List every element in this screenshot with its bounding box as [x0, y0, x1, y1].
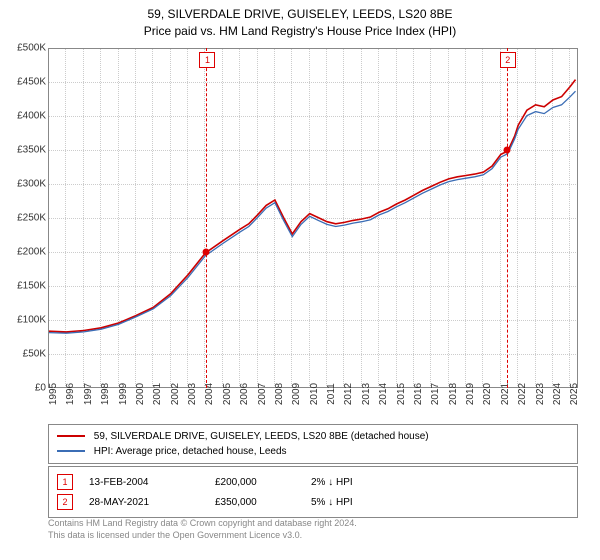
chart-title: 59, SILVERDALE DRIVE, GUISELEY, LEEDS, L… — [0, 0, 600, 40]
x-tick-label: 2010 — [309, 383, 320, 405]
series-property — [49, 80, 576, 332]
footer-line-1: Contains HM Land Registry data © Crown c… — [48, 518, 578, 530]
chart-container: 59, SILVERDALE DRIVE, GUISELEY, LEEDS, L… — [0, 0, 600, 560]
x-tick-label: 1998 — [100, 383, 111, 405]
x-tick-label: 2017 — [430, 383, 441, 405]
x-tick-label: 2006 — [239, 383, 250, 405]
series-hpi — [49, 91, 576, 333]
x-tick-label: 1996 — [65, 383, 76, 405]
event-flag: 1 — [199, 52, 215, 68]
event-pct-2: 5% ↓ HPI — [311, 497, 431, 508]
x-tick-label: 2000 — [135, 383, 146, 405]
event-row-1: 1 13-FEB-2004 £200,000 2% ↓ HPI — [57, 472, 569, 492]
event-row-2: 2 28-MAY-2021 £350,000 5% ↓ HPI — [57, 492, 569, 512]
y-tick-label: £100K — [0, 315, 46, 326]
x-tick-label: 2011 — [326, 383, 337, 405]
x-tick-label: 2022 — [517, 383, 528, 405]
x-tick-label: 2014 — [378, 383, 389, 405]
footer-attribution: Contains HM Land Registry data © Crown c… — [48, 518, 578, 541]
y-tick-label: £500K — [0, 43, 46, 54]
event-date-1: 13-FEB-2004 — [89, 477, 199, 488]
event-pct-1: 2% ↓ HPI — [311, 477, 431, 488]
title-line-2: Price paid vs. HM Land Registry's House … — [0, 23, 600, 40]
x-tick-label: 2025 — [569, 383, 580, 405]
event-price-1: £200,000 — [215, 477, 295, 488]
y-tick-label: £0 — [0, 383, 46, 394]
x-tick-label: 1999 — [118, 383, 129, 405]
x-tick-label: 2016 — [413, 383, 424, 405]
event-date-2: 28-MAY-2021 — [89, 497, 199, 508]
x-tick-label: 2003 — [187, 383, 198, 405]
y-tick-label: £50K — [0, 349, 46, 360]
x-tick-label: 2009 — [291, 383, 302, 405]
events-table: 1 13-FEB-2004 £200,000 2% ↓ HPI 2 28-MAY… — [48, 466, 578, 518]
title-line-1: 59, SILVERDALE DRIVE, GUISELEY, LEEDS, L… — [0, 6, 600, 23]
legend-item-property: 59, SILVERDALE DRIVE, GUISELEY, LEEDS, L… — [57, 429, 569, 444]
legend-item-hpi: HPI: Average price, detached house, Leed… — [57, 444, 569, 459]
y-tick-label: £450K — [0, 77, 46, 88]
y-tick-label: £400K — [0, 111, 46, 122]
x-tick-label: 2005 — [222, 383, 233, 405]
x-tick-label: 2008 — [274, 383, 285, 405]
event-price-2: £350,000 — [215, 497, 295, 508]
footer-line-2: This data is licensed under the Open Gov… — [48, 530, 578, 542]
y-tick-label: £200K — [0, 247, 46, 258]
legend-label-hpi: HPI: Average price, detached house, Leed… — [94, 446, 287, 457]
x-tick-label: 2019 — [465, 383, 476, 405]
legend-swatch-property — [57, 435, 85, 437]
line-series-layer — [49, 49, 579, 389]
x-tick-label: 2024 — [552, 383, 563, 405]
legend: 59, SILVERDALE DRIVE, GUISELEY, LEEDS, L… — [48, 424, 578, 464]
plot-area — [48, 48, 578, 388]
y-tick-label: £300K — [0, 179, 46, 190]
event-flag: 2 — [500, 52, 516, 68]
x-tick-label: 1995 — [48, 383, 59, 405]
x-tick-label: 2001 — [152, 383, 163, 405]
x-tick-label: 2007 — [257, 383, 268, 405]
legend-swatch-hpi — [57, 450, 85, 452]
event-point — [503, 147, 510, 154]
x-tick-label: 2015 — [396, 383, 407, 405]
event-point — [203, 249, 210, 256]
x-tick-label: 2002 — [170, 383, 181, 405]
x-tick-label: 2020 — [482, 383, 493, 405]
event-marker-1: 1 — [57, 474, 73, 490]
y-tick-label: £350K — [0, 145, 46, 156]
x-tick-label: 2012 — [343, 383, 354, 405]
legend-label-property: 59, SILVERDALE DRIVE, GUISELEY, LEEDS, L… — [94, 431, 429, 442]
x-tick-label: 2023 — [535, 383, 546, 405]
y-tick-label: £250K — [0, 213, 46, 224]
y-tick-label: £150K — [0, 281, 46, 292]
x-tick-label: 2021 — [500, 383, 511, 405]
x-tick-label: 2013 — [361, 383, 372, 405]
x-tick-label: 1997 — [83, 383, 94, 405]
event-marker-2: 2 — [57, 494, 73, 510]
x-tick-label: 2018 — [448, 383, 459, 405]
